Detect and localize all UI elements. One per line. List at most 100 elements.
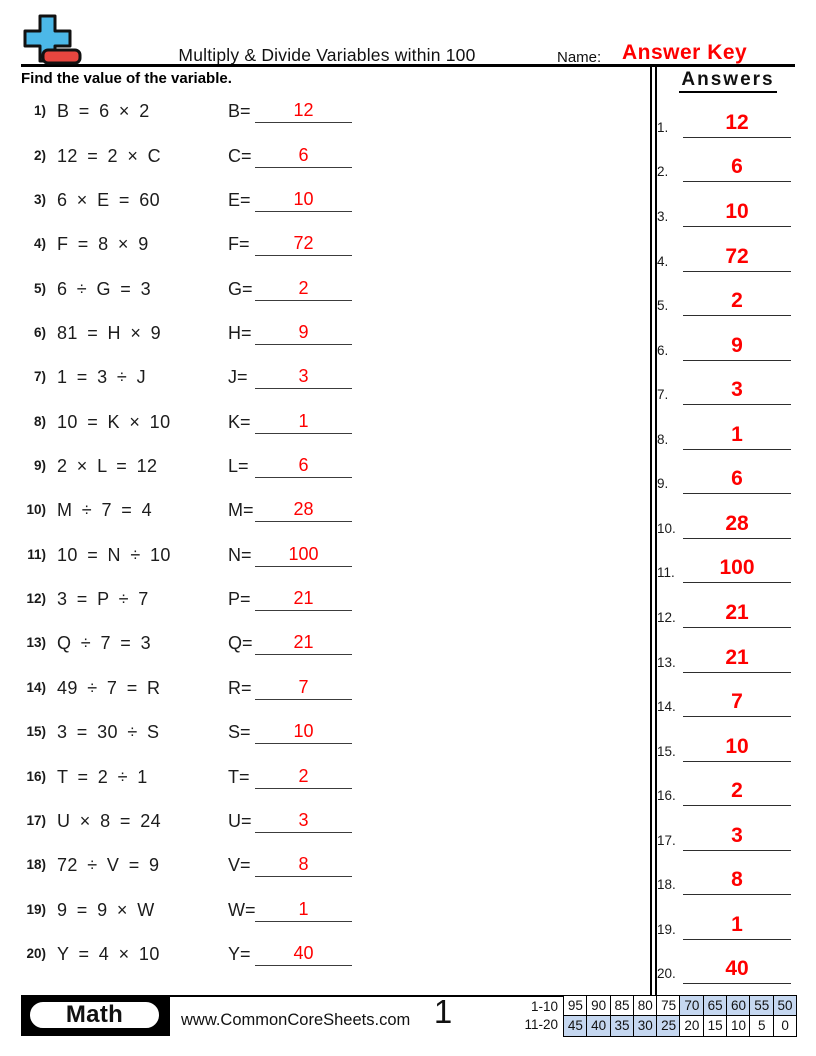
problem-row: 17) U × 8 = 24 U= 3 <box>21 789 653 833</box>
answer-value: 28 <box>293 499 314 520</box>
answer-blank-line <box>683 716 791 718</box>
problem-number: 14) <box>26 679 46 695</box>
answer-row: 5. 2 <box>654 272 799 317</box>
answer-value: 40 <box>293 942 314 963</box>
answer-value: 6 <box>731 467 743 491</box>
answer-row: 12. 21 <box>654 583 799 628</box>
answer-value: 21 <box>293 632 314 653</box>
answer-row: 9. 6 <box>654 450 799 495</box>
answer-blank-line <box>255 787 352 789</box>
grading-table-cell: 45 <box>563 1015 588 1037</box>
answer-blank-line <box>255 698 352 700</box>
grading-table-cell: 25 <box>656 1015 681 1037</box>
answer-value: 2 <box>298 765 309 786</box>
answer-row: 6. 9 <box>654 316 799 361</box>
answer-variable-label: R= <box>228 677 252 698</box>
answer-blank-line <box>683 404 791 406</box>
answer-number: 6. <box>657 342 669 358</box>
answer-blank-line <box>255 565 352 567</box>
problem-equation: 6 × E = 60 <box>57 190 161 211</box>
problem-row: 6) 81 = H × 9 H= 9 <box>21 301 653 346</box>
problem-number: 19) <box>26 901 46 917</box>
problem-row: 18) 72 ÷ V = 9 V= 8 <box>21 833 653 878</box>
answer-variable-label: W= <box>228 899 256 920</box>
answer-blank-line <box>255 831 352 833</box>
answer-variable-label: Y= <box>228 943 251 964</box>
answers-list: 1. 12 2. 6 3. 10 4. 72 5. 2 6. <box>654 93 799 985</box>
problem-equation: 10 = N ÷ 10 <box>57 544 171 565</box>
problem-equation: 72 ÷ V = 9 <box>57 855 160 876</box>
problem-equation: Q ÷ 7 = 3 <box>57 633 152 654</box>
answer-row: 7. 3 <box>654 361 799 406</box>
answer-blank-line <box>683 181 791 183</box>
problem-row: 13) Q ÷ 7 = 3 Q= 21 <box>21 611 653 656</box>
answer-number: 10. <box>657 520 676 536</box>
grading-table-cell: 0 <box>772 1015 798 1037</box>
answer-row: 11. 100 <box>654 539 799 584</box>
plus-minus-logo-icon <box>23 14 82 65</box>
subject-badge: Math <box>21 995 170 1036</box>
answer-blank-line <box>255 166 352 168</box>
answer-number: 17. <box>657 832 676 848</box>
answer-blank-line <box>683 359 791 361</box>
instruction-text: Find the value of the variable. <box>21 70 232 87</box>
answer-value: 2 <box>731 289 743 313</box>
problem-row: 9) 2 × L = 12 L= 6 <box>21 434 653 479</box>
answer-value: 21 <box>725 600 749 624</box>
answer-row: 2. 6 <box>654 138 799 183</box>
problem-number: 13) <box>26 635 46 651</box>
problem-equation: 9 = 9 × W <box>57 899 155 920</box>
answer-variable-label: T= <box>228 766 250 787</box>
problem-equation: 3 = 30 ÷ S <box>57 722 160 743</box>
answers-panel-title: Answers <box>661 69 795 93</box>
problem-number: 18) <box>26 857 46 873</box>
problem-equation: T = 2 ÷ 1 <box>57 766 148 787</box>
answer-blank-line <box>683 938 791 940</box>
answer-row: 17. 3 <box>654 806 799 851</box>
grading-table-cell: 55 <box>749 995 775 1017</box>
answer-row: 10. 28 <box>654 494 799 539</box>
answer-value: 3 <box>731 378 743 402</box>
footer-divider <box>21 995 796 997</box>
answer-variable-label: J= <box>228 367 248 388</box>
answer-number: 1. <box>657 119 669 135</box>
answer-value: 6 <box>731 155 743 179</box>
grading-table-row-2: 45 40 35 30 25 20 15 <box>563 1015 798 1037</box>
answer-value: 9 <box>731 333 743 357</box>
answer-row: 4. 72 <box>654 227 799 272</box>
answer-number: 16. <box>657 788 676 804</box>
answer-variable-label: S= <box>228 722 251 743</box>
problem-row: 3) 6 × E = 60 E= 10 <box>21 168 653 213</box>
answer-value: 6 <box>298 144 309 165</box>
answer-value: 7 <box>298 676 309 697</box>
problem-row: 16) T = 2 ÷ 1 T= 2 <box>21 744 653 789</box>
answer-value: 12 <box>725 110 749 134</box>
answer-blank-line <box>683 315 791 317</box>
problem-row: 2) 12 = 2 × C C= 6 <box>21 123 653 168</box>
answer-blank-line <box>683 849 791 851</box>
answer-blank-line <box>255 654 352 656</box>
answer-value: 6 <box>298 455 309 476</box>
answer-row: 19. 1 <box>654 895 799 940</box>
answer-value: 2 <box>298 277 309 298</box>
grading-table-cell: 60 <box>726 995 751 1017</box>
problem-equation: Y = 4 × 10 <box>57 943 160 964</box>
answer-variable-label: Q= <box>228 633 253 654</box>
answer-variable-label: L= <box>228 456 249 477</box>
answer-number: 3. <box>657 209 669 225</box>
answer-blank-line <box>255 432 352 434</box>
grading-table-cell: 30 <box>632 1015 658 1037</box>
grading-table-cell: 75 <box>656 995 681 1017</box>
answer-value: 1 <box>731 422 743 446</box>
problem-number: 6) <box>33 325 46 341</box>
answer-blank-line <box>255 610 352 612</box>
minus-icon <box>41 48 82 65</box>
answer-row: 20. 40 <box>654 940 799 985</box>
problem-number: 1) <box>33 103 46 119</box>
answer-number: 5. <box>657 298 669 314</box>
problem-number: 17) <box>26 812 46 828</box>
answer-number: 19. <box>657 921 676 937</box>
answer-value: 3 <box>298 809 309 830</box>
header-divider <box>21 64 795 67</box>
answer-value: 28 <box>725 511 749 535</box>
